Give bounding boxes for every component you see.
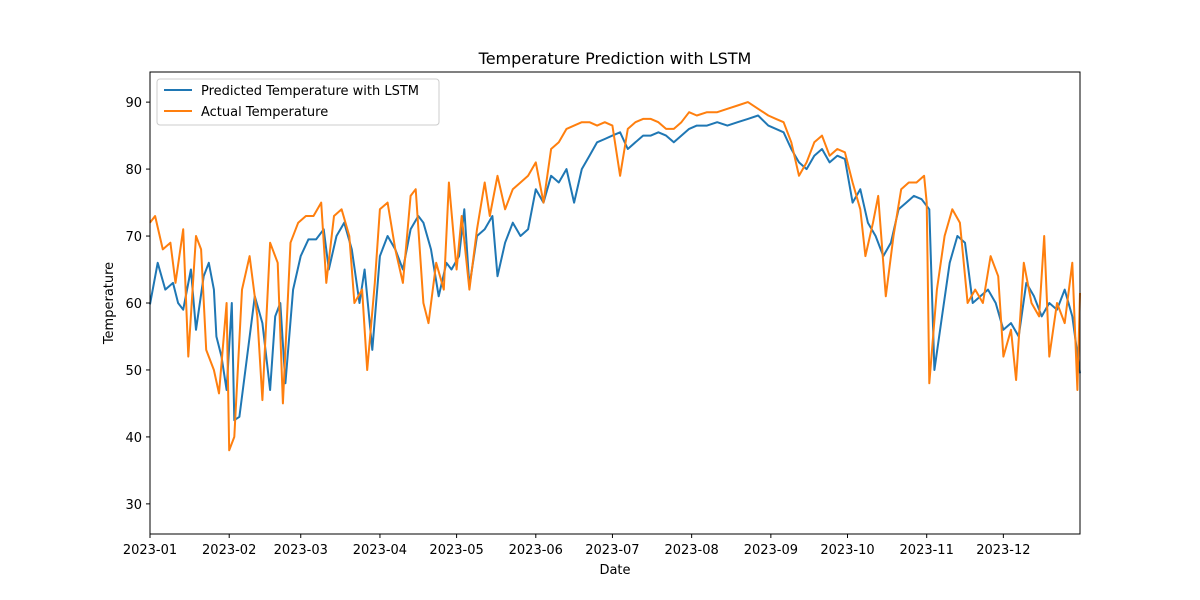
series-line-actual: [149, 101, 1081, 452]
y-tick-label: 30: [125, 498, 142, 513]
x-tick-label: 2023-04: [353, 543, 407, 558]
x-tick-label: 2023-12: [976, 543, 1030, 558]
y-axis: 30 40 50 60 70 80 90: [125, 96, 150, 513]
x-tick-label: 2023-07: [585, 543, 639, 558]
x-tick-label: 2023-05: [429, 543, 483, 558]
y-tick-label: 70: [125, 230, 142, 245]
x-tick-label: 2023-11: [900, 543, 954, 558]
plot-area: [149, 101, 1081, 452]
legend-label: Predicted Temperature with LSTM: [201, 84, 419, 99]
legend-box: [156, 78, 440, 126]
x-axis-label: Date: [599, 563, 630, 578]
legend-label: Actual Temperature: [201, 105, 328, 120]
plot-frame: [149, 71, 1081, 535]
x-tick-label: 2023-09: [744, 543, 798, 558]
legend: Predicted Temperature with LSTM Actual Te…: [156, 78, 440, 126]
x-tick-label: 2023-03: [274, 543, 328, 558]
y-tick-label: 50: [125, 364, 142, 379]
x-tick-label: 2023-08: [664, 543, 718, 558]
series-line-predicted: [149, 114, 1081, 422]
x-tick-label: 2023-06: [509, 543, 563, 558]
y-tick-label: 60: [125, 297, 142, 312]
x-axis: 2023-01 2023-02 2023-03 2023-04 2023-05 2023-…: [123, 534, 1031, 558]
x-tick-label: 2023-10: [820, 543, 874, 558]
chart-title: Temperature Prediction with LSTM: [478, 49, 752, 68]
y-tick-label: 40: [125, 431, 142, 446]
y-axis-label: Temperature: [102, 262, 117, 345]
x-tick-label: 2023-01: [123, 543, 177, 558]
y-tick-label: 80: [125, 163, 142, 178]
y-tick-label: 90: [125, 96, 142, 111]
x-tick-label: 2023-02: [202, 543, 256, 558]
